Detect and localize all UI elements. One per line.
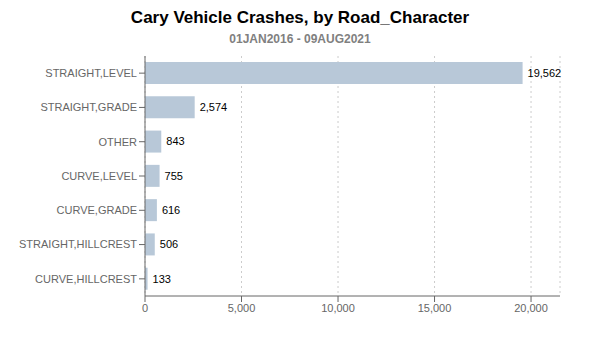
svg-text:506: 506 <box>160 238 178 250</box>
svg-text:2,574: 2,574 <box>200 101 228 113</box>
svg-text:843: 843 <box>166 135 184 147</box>
svg-text:CURVE,GRADE: CURVE,GRADE <box>57 204 137 216</box>
svg-text:STRAIGHT,HILLCREST: STRAIGHT,HILLCREST <box>19 238 137 250</box>
html-text:01JAN2016 - 09AUG2021: 01JAN2016 - 09AUG2021 <box>229 32 371 46</box>
svg-text:OTHER: OTHER <box>99 136 138 148</box>
svg-text:19,562: 19,562 <box>528 67 562 79</box>
svg-text:755: 755 <box>165 170 183 182</box>
svg-text:STRAIGHT,LEVEL: STRAIGHT,LEVEL <box>45 67 137 79</box>
html-text:Cary Vehicle Crashes, by Road_: Cary Vehicle Crashes, by Road_Character <box>130 8 470 27</box>
svg-text:10,000: 10,000 <box>321 302 355 314</box>
svg-text:20,000: 20,000 <box>514 302 548 314</box>
svg-text:0: 0 <box>142 302 148 314</box>
svg-text:15,000: 15,000 <box>418 302 452 314</box>
svg-text:616: 616 <box>162 204 180 216</box>
svg-text:STRAIGHT,GRADE: STRAIGHT,GRADE <box>40 101 137 113</box>
svg-text:CURVE,HILLCREST: CURVE,HILLCREST <box>35 273 137 285</box>
svg-text:133: 133 <box>153 273 171 285</box>
svg-text:CURVE,LEVEL: CURVE,LEVEL <box>61 170 137 182</box>
svg-text:5,000: 5,000 <box>228 302 256 314</box>
